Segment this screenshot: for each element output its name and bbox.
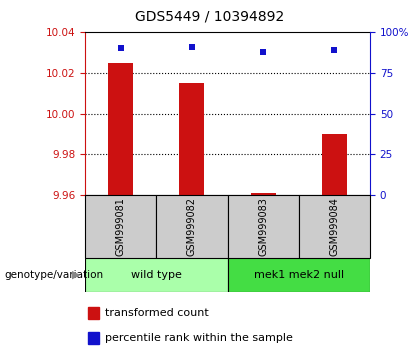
Bar bbox=[228, 258, 370, 292]
Point bbox=[331, 47, 338, 53]
Bar bbox=[85, 258, 228, 292]
Bar bbox=[108, 63, 133, 195]
Point bbox=[189, 44, 195, 50]
Bar bbox=[251, 193, 276, 195]
Text: genotype/variation: genotype/variation bbox=[4, 270, 103, 280]
Text: wild type: wild type bbox=[131, 270, 182, 280]
Bar bbox=[228, 195, 299, 258]
Text: GSM999083: GSM999083 bbox=[258, 197, 268, 256]
Point bbox=[260, 49, 266, 55]
Bar bbox=[88, 332, 99, 344]
Text: transformed count: transformed count bbox=[105, 308, 209, 318]
Bar bbox=[322, 134, 347, 195]
Text: percentile rank within the sample: percentile rank within the sample bbox=[105, 333, 293, 343]
Text: ▶: ▶ bbox=[72, 270, 81, 280]
Text: GSM999084: GSM999084 bbox=[329, 197, 339, 256]
Bar bbox=[299, 195, 370, 258]
Point bbox=[117, 45, 124, 51]
Text: GSM999081: GSM999081 bbox=[116, 197, 126, 256]
Bar bbox=[179, 83, 205, 195]
Bar bbox=[85, 195, 156, 258]
Text: GDS5449 / 10394892: GDS5449 / 10394892 bbox=[135, 10, 285, 24]
Bar bbox=[88, 307, 99, 319]
Bar bbox=[156, 195, 228, 258]
Text: mek1 mek2 null: mek1 mek2 null bbox=[254, 270, 344, 280]
Text: GSM999082: GSM999082 bbox=[187, 197, 197, 256]
